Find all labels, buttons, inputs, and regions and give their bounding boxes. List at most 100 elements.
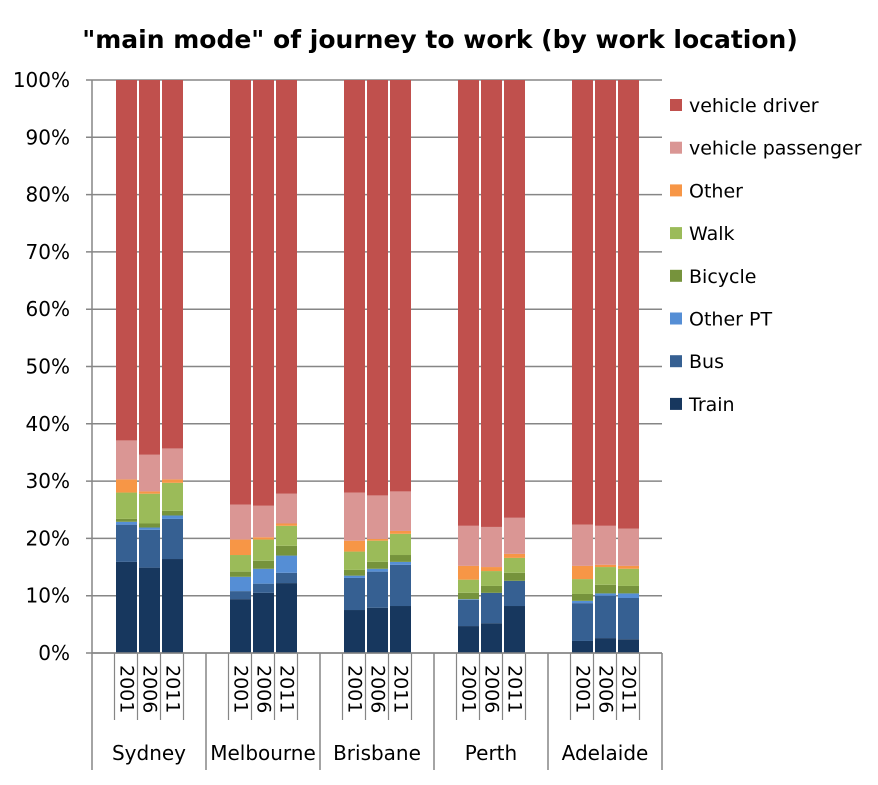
bar-segment-other-pt bbox=[458, 599, 479, 600]
bar-segment-vehicle-driver bbox=[595, 80, 616, 526]
legend-label: Walk bbox=[689, 223, 735, 245]
bar-segment-vehicle-driver bbox=[276, 80, 297, 494]
bar-segment-other-pt bbox=[253, 568, 274, 584]
legend-swatch bbox=[670, 269, 682, 282]
year-label: 2006 bbox=[139, 665, 161, 713]
year-label: 2006 bbox=[481, 665, 503, 713]
bar-segment-train bbox=[276, 583, 297, 653]
year-label: 2011 bbox=[162, 665, 184, 713]
bar-segment-other bbox=[116, 479, 137, 493]
legend-swatch bbox=[670, 99, 682, 111]
bar-segment-bus bbox=[367, 571, 388, 608]
year-label: 2006 bbox=[595, 665, 617, 713]
bar-segment-vehicle-driver bbox=[162, 80, 183, 449]
bar-segment-bus bbox=[116, 524, 137, 562]
bar-segment-walk bbox=[504, 557, 525, 573]
bar-segment-bicycle bbox=[572, 593, 593, 601]
bar-segment-bus bbox=[344, 577, 365, 611]
bar-segment-other-pt bbox=[572, 600, 593, 604]
bar-segment-bus bbox=[458, 599, 479, 627]
bar-segment-train bbox=[367, 607, 388, 653]
bar-segment-other-pt bbox=[162, 515, 183, 519]
bar-segment-train bbox=[390, 606, 411, 653]
bar-segment-other bbox=[230, 539, 251, 556]
legend-label: vehicle driver bbox=[689, 95, 819, 117]
chart-title: "main mode" of journey to work (by work … bbox=[82, 25, 798, 54]
bar-segment-other-pt bbox=[116, 521, 137, 525]
legend-item: vehicle driver bbox=[670, 95, 819, 117]
bar-segment-vehicle-passenger bbox=[276, 493, 297, 524]
legend-swatch bbox=[670, 397, 682, 410]
bar-segment-other bbox=[253, 537, 274, 540]
legend-item: Other PT bbox=[670, 309, 772, 331]
bar-segment-vehicle-passenger bbox=[367, 495, 388, 539]
bar-segment-bicycle bbox=[390, 555, 411, 562]
legend-swatch bbox=[670, 227, 682, 240]
y-tick-label: 20% bbox=[26, 526, 70, 550]
bar-segment-vehicle-passenger bbox=[344, 492, 365, 541]
bars bbox=[116, 80, 639, 653]
bar-segment-train bbox=[344, 610, 365, 653]
bar-segment-train bbox=[139, 567, 160, 653]
bar-segment-bicycle bbox=[458, 592, 479, 600]
bar-segment-vehicle-passenger bbox=[572, 524, 593, 566]
bar-segment-other bbox=[139, 491, 160, 494]
year-label: 2011 bbox=[276, 665, 298, 713]
bar-segment-bus bbox=[572, 603, 593, 641]
bar-segment-train bbox=[481, 623, 502, 653]
bar-segment-other bbox=[572, 565, 593, 580]
y-tick-label: 0% bbox=[38, 641, 70, 665]
bar-segment-walk bbox=[116, 492, 137, 519]
bar-segment-walk bbox=[595, 567, 616, 585]
bar-segment-vehicle-driver bbox=[230, 80, 251, 505]
bar-segment-vehicle-driver bbox=[344, 80, 365, 493]
bar-segment-other bbox=[390, 530, 411, 534]
bar-segment-bicycle bbox=[367, 561, 388, 569]
year-label: 2001 bbox=[572, 665, 594, 713]
bar-segment-walk bbox=[618, 568, 639, 586]
bar-segment-bus bbox=[595, 595, 616, 639]
legend-label: Other bbox=[689, 180, 743, 202]
bar-segment-other bbox=[618, 565, 639, 569]
bar-segment-vehicle-passenger bbox=[390, 491, 411, 531]
bar-segment-bicycle bbox=[595, 584, 616, 594]
year-label: 2001 bbox=[458, 665, 480, 713]
legend-item: Other bbox=[670, 180, 743, 202]
legend-item: vehicle passenger bbox=[670, 138, 862, 160]
bar-segment-other bbox=[481, 567, 502, 572]
group-label: Brisbane bbox=[333, 741, 421, 765]
year-label: 2006 bbox=[253, 665, 275, 713]
legend-label: vehicle passenger bbox=[689, 138, 862, 160]
y-tick-label: 100% bbox=[13, 68, 70, 92]
bar-segment-bicycle bbox=[618, 585, 639, 594]
bar-segment-bus bbox=[162, 518, 183, 560]
bar-segment-other-pt bbox=[367, 568, 388, 572]
bar-segment-vehicle-passenger bbox=[504, 517, 525, 554]
legend-item: Bus bbox=[670, 351, 724, 373]
bar-segment-other bbox=[162, 479, 183, 483]
bar-segment-bicycle bbox=[253, 560, 274, 569]
legend-swatch bbox=[670, 141, 682, 154]
bar-segment-walk bbox=[390, 533, 411, 556]
legend-item: Bicycle bbox=[670, 266, 756, 288]
y-tick-label: 90% bbox=[26, 125, 70, 149]
bar-segment-bus bbox=[253, 583, 274, 593]
bar-segment-vehicle-driver bbox=[481, 80, 502, 527]
legend-label: Other PT bbox=[689, 309, 772, 331]
bar-segment-train bbox=[572, 640, 593, 653]
bar-segment-bus bbox=[230, 591, 251, 600]
bar-segment-other bbox=[276, 523, 297, 526]
bar-segment-vehicle-passenger bbox=[139, 454, 160, 492]
bar-segment-walk bbox=[139, 493, 160, 524]
year-label: 2011 bbox=[504, 665, 526, 713]
bar-segment-train bbox=[162, 559, 183, 653]
legend-label: Bicycle bbox=[689, 266, 756, 288]
bar-segment-other-pt bbox=[276, 555, 297, 573]
group-label: Melbourne bbox=[210, 741, 316, 765]
bar-segment-vehicle-driver bbox=[572, 80, 593, 525]
year-label: 2011 bbox=[390, 665, 412, 713]
bar-segment-vehicle-driver bbox=[253, 80, 274, 506]
bar-segment-walk bbox=[481, 571, 502, 586]
bar-segment-bus bbox=[390, 564, 411, 607]
bar-segment-vehicle-passenger bbox=[618, 528, 639, 566]
